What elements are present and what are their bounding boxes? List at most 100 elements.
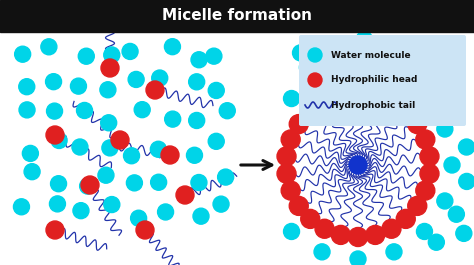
Circle shape bbox=[382, 219, 401, 238]
Circle shape bbox=[396, 101, 415, 121]
Circle shape bbox=[176, 186, 194, 204]
Text: Water molecule: Water molecule bbox=[331, 51, 410, 60]
Circle shape bbox=[76, 103, 92, 118]
Circle shape bbox=[419, 51, 434, 67]
Circle shape bbox=[78, 48, 94, 64]
Circle shape bbox=[292, 45, 309, 61]
Circle shape bbox=[289, 196, 308, 215]
Circle shape bbox=[356, 31, 372, 47]
Circle shape bbox=[127, 175, 142, 191]
Circle shape bbox=[408, 114, 427, 134]
Circle shape bbox=[102, 140, 118, 156]
Circle shape bbox=[131, 210, 146, 226]
Circle shape bbox=[396, 209, 415, 228]
Circle shape bbox=[315, 92, 334, 111]
FancyBboxPatch shape bbox=[299, 35, 466, 126]
Circle shape bbox=[456, 225, 472, 241]
Circle shape bbox=[420, 164, 439, 183]
Bar bbox=[0, 0, 474, 32]
Circle shape bbox=[46, 74, 62, 90]
Circle shape bbox=[51, 176, 66, 192]
Circle shape bbox=[146, 81, 164, 99]
Circle shape bbox=[289, 114, 308, 134]
Circle shape bbox=[80, 178, 96, 194]
Circle shape bbox=[308, 48, 322, 62]
Circle shape bbox=[399, 59, 415, 75]
Circle shape bbox=[459, 173, 474, 189]
Circle shape bbox=[427, 79, 443, 95]
Circle shape bbox=[22, 145, 38, 161]
Circle shape bbox=[428, 234, 444, 250]
Circle shape bbox=[366, 48, 383, 64]
Circle shape bbox=[51, 132, 67, 148]
Circle shape bbox=[417, 91, 432, 107]
Circle shape bbox=[447, 106, 464, 122]
Circle shape bbox=[19, 79, 35, 95]
Circle shape bbox=[46, 126, 64, 144]
Circle shape bbox=[104, 47, 120, 63]
Circle shape bbox=[213, 196, 229, 212]
Circle shape bbox=[348, 83, 367, 103]
Circle shape bbox=[128, 72, 144, 87]
Circle shape bbox=[281, 181, 300, 200]
Circle shape bbox=[15, 46, 31, 62]
Circle shape bbox=[348, 227, 367, 246]
Circle shape bbox=[134, 102, 150, 118]
Circle shape bbox=[161, 146, 179, 164]
Circle shape bbox=[101, 59, 119, 77]
Circle shape bbox=[81, 176, 99, 194]
Circle shape bbox=[111, 131, 129, 149]
Circle shape bbox=[350, 251, 366, 265]
Circle shape bbox=[193, 208, 209, 224]
Circle shape bbox=[206, 48, 222, 64]
Circle shape bbox=[283, 223, 300, 240]
Circle shape bbox=[308, 73, 322, 87]
Circle shape bbox=[277, 147, 296, 166]
Circle shape bbox=[420, 147, 439, 166]
Circle shape bbox=[150, 141, 166, 157]
Circle shape bbox=[315, 219, 334, 238]
Circle shape bbox=[24, 164, 40, 180]
Text: Hydrophobic tail: Hydrophobic tail bbox=[331, 100, 415, 109]
Circle shape bbox=[151, 174, 167, 190]
Circle shape bbox=[349, 156, 367, 174]
Circle shape bbox=[437, 193, 453, 209]
Circle shape bbox=[136, 221, 154, 239]
Circle shape bbox=[444, 157, 460, 173]
Circle shape bbox=[331, 226, 350, 244]
Circle shape bbox=[350, 63, 366, 79]
Circle shape bbox=[49, 196, 65, 212]
Circle shape bbox=[208, 82, 224, 98]
Circle shape bbox=[157, 204, 173, 220]
Circle shape bbox=[386, 244, 402, 260]
Circle shape bbox=[71, 78, 86, 94]
Circle shape bbox=[124, 148, 139, 164]
Circle shape bbox=[189, 112, 205, 129]
Circle shape bbox=[46, 103, 63, 119]
Circle shape bbox=[283, 91, 300, 107]
Circle shape bbox=[13, 199, 29, 215]
Circle shape bbox=[191, 52, 207, 68]
Circle shape bbox=[366, 226, 385, 244]
Text: Hydrophilic head: Hydrophilic head bbox=[331, 76, 418, 85]
Circle shape bbox=[277, 164, 296, 183]
Circle shape bbox=[314, 70, 330, 86]
Circle shape bbox=[191, 175, 207, 191]
Circle shape bbox=[408, 196, 427, 215]
Circle shape bbox=[416, 181, 435, 200]
Circle shape bbox=[448, 206, 465, 222]
Circle shape bbox=[417, 223, 432, 240]
Circle shape bbox=[301, 209, 320, 228]
Circle shape bbox=[331, 86, 350, 105]
Circle shape bbox=[41, 39, 57, 55]
Circle shape bbox=[437, 121, 453, 137]
Circle shape bbox=[281, 130, 300, 149]
Circle shape bbox=[386, 70, 402, 86]
Circle shape bbox=[382, 92, 401, 111]
Circle shape bbox=[458, 139, 474, 155]
Circle shape bbox=[73, 203, 89, 219]
Text: Micelle formation: Micelle formation bbox=[162, 8, 312, 24]
Circle shape bbox=[100, 115, 117, 131]
Circle shape bbox=[164, 111, 181, 127]
Circle shape bbox=[314, 244, 330, 260]
